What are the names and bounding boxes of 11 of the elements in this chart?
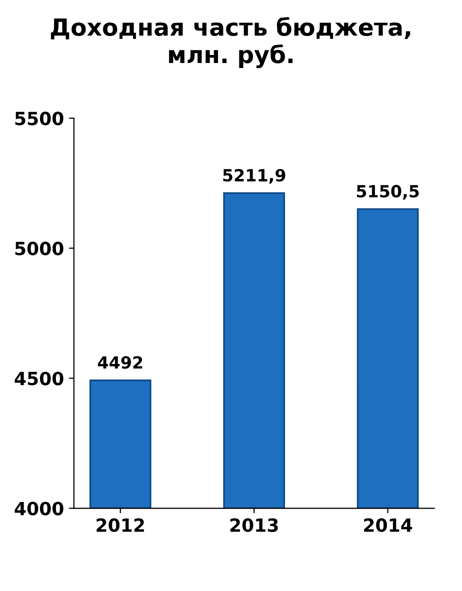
y-tick-label: 5500: [15, 112, 64, 126]
chart-title: Доходная часть бюджета, млн. руб.: [50, 16, 410, 68]
data-label: 5150,5: [356, 184, 419, 200]
y-tick-label: 4500: [14, 372, 64, 386]
data-label: 4492: [98, 356, 142, 369]
y-tick-label: 5000: [15, 242, 64, 256]
x-tick-label: 2013: [230, 518, 278, 532]
x-tick-label: 2014: [364, 518, 412, 532]
data-label: 5211,9: [223, 168, 286, 184]
x-tick-label: 2012: [96, 518, 144, 532]
y-tick-label: 4000: [14, 502, 64, 516]
